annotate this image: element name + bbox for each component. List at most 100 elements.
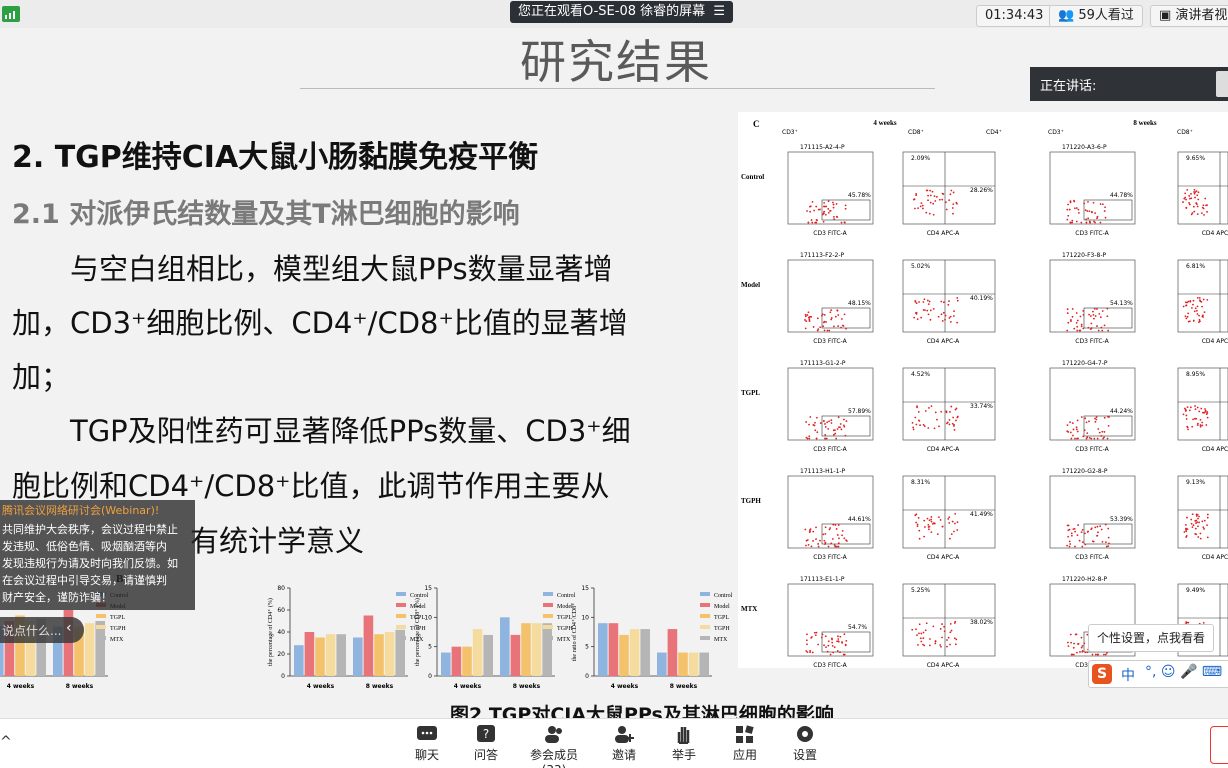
- event-dot: [951, 207, 954, 209]
- event-dot: [1077, 212, 1080, 214]
- event-dot: [923, 425, 926, 427]
- event-dot: [1098, 312, 1101, 315]
- event-dot: [1106, 307, 1109, 310]
- q1-percent: 9.13%: [1186, 479, 1205, 486]
- event-dot: [828, 329, 831, 332]
- event-dot: [940, 645, 942, 648]
- event-dot: [924, 526, 926, 528]
- event-dot: [941, 198, 944, 201]
- event-dot: [1185, 304, 1188, 307]
- bar: [363, 615, 374, 676]
- gate: [821, 523, 871, 545]
- leave-button[interactable]: [1210, 726, 1228, 764]
- top-label: CD8⁺: [1177, 129, 1193, 136]
- x-tick-label: 4 weeks: [611, 683, 639, 690]
- toolbar-apps[interactable]: 应用: [710, 724, 780, 763]
- sample-id: 171113-G1-2-P: [800, 360, 846, 367]
- event-dot: [1102, 437, 1105, 440]
- viewer-count[interactable]: 👥 59人看过: [1049, 5, 1143, 27]
- event-dot: [1100, 435, 1103, 437]
- event-dot: [1195, 515, 1198, 517]
- event-dot: [1072, 428, 1075, 431]
- event-dot: [926, 299, 929, 302]
- event-dot: [948, 423, 951, 426]
- event-dot: [922, 309, 925, 311]
- x-tick-label: 8 weeks: [513, 683, 541, 690]
- toolbar-members[interactable]: 参会成员(33): [519, 724, 589, 768]
- x-label: CD4 APC-A: [1202, 446, 1228, 453]
- event-dot: [1100, 326, 1103, 329]
- event-dot: [815, 416, 818, 419]
- event-dot: [936, 533, 939, 536]
- event-dot: [932, 522, 935, 524]
- toolbar-chat[interactable]: 聊天: [392, 724, 462, 763]
- event-dot: [1184, 523, 1187, 526]
- event-dot: [1189, 406, 1192, 409]
- event-dot: [1192, 205, 1195, 208]
- legend-label: Control: [410, 593, 429, 599]
- ime-tip[interactable]: 个性设置，点我看看: [1088, 624, 1214, 652]
- event-dot: [1204, 197, 1207, 200]
- ime-logo[interactable]: S: [1092, 664, 1112, 684]
- event-dot: [916, 318, 919, 320]
- x-tick-label: 4 weeks: [454, 683, 482, 690]
- event-dot: [825, 646, 827, 649]
- toolbar-settings[interactable]: 设置: [770, 724, 840, 763]
- event-dot: [832, 523, 835, 526]
- event-dot: [914, 514, 917, 517]
- toolbar-invite[interactable]: 邀请: [589, 724, 659, 763]
- event-dot: [1101, 203, 1104, 206]
- paragraph-line: 胞比例和CD4⁺/CD8⁺比值，此调节作用主要从: [12, 469, 610, 503]
- event-dot: [1066, 544, 1068, 547]
- event-dot: [942, 311, 945, 314]
- title-rule: [300, 88, 935, 89]
- bar: [688, 652, 699, 676]
- bar: [657, 652, 667, 676]
- event-dot: [953, 530, 955, 533]
- toolbar-raise-hand[interactable]: 举手: [649, 724, 719, 763]
- event-dot: [824, 213, 827, 216]
- chat-input[interactable]: 说点什么... ‹: [0, 617, 84, 643]
- event-dot: [1108, 416, 1110, 418]
- event-dot: [843, 313, 846, 316]
- collapse-arrow[interactable]: ‹: [66, 620, 72, 636]
- viewing-banner[interactable]: 您正在观看O-SE-08 徐睿的屏幕 ☰: [510, 1, 734, 23]
- legend-swatch: [96, 636, 106, 640]
- event-dot: [1103, 653, 1105, 656]
- event-dot: [1083, 642, 1086, 645]
- event-dot: [955, 638, 958, 641]
- event-dot: [827, 200, 830, 203]
- event-dot: [1076, 430, 1079, 433]
- label: 问答: [473, 748, 498, 762]
- event-dot: [1184, 410, 1187, 412]
- gate-percent: 53.39%: [1110, 516, 1133, 523]
- event-dot: [843, 424, 845, 427]
- event-dot: [1080, 416, 1083, 418]
- toolbar-qa[interactable]: ? 问答: [451, 724, 521, 763]
- event-dot: [953, 310, 955, 313]
- event-dot: [927, 313, 930, 316]
- event-dot: [1202, 298, 1205, 301]
- event-dot: [812, 540, 814, 542]
- event-dot: [1194, 417, 1197, 420]
- q1-percent: 4.52%: [911, 371, 930, 378]
- heading: 2. TGP维持CIA大鼠小肠黏膜免疫平衡: [12, 140, 539, 175]
- event-dot: [806, 633, 808, 636]
- event-dot: [823, 201, 826, 204]
- event-dot: [1203, 213, 1205, 216]
- scatter-frame: [1049, 259, 1136, 333]
- event-dot: [1206, 298, 1209, 301]
- event-dot: [817, 328, 820, 331]
- expand-arrow[interactable]: ^: [0, 734, 12, 750]
- event-dot: [824, 541, 827, 544]
- ime-mode[interactable]: 中: [1121, 668, 1135, 684]
- speaker-avatar: [1216, 71, 1228, 97]
- figure-bg: [738, 112, 1228, 668]
- label: 邀请: [611, 748, 636, 762]
- event-dot: [1076, 419, 1079, 422]
- presenter-view[interactable]: ▣ 演讲者视图: [1150, 5, 1228, 27]
- ime-icons[interactable]: °, ☺ 🎤 ⌨: [1145, 664, 1223, 680]
- event-dot: [1070, 641, 1072, 644]
- event-dot: [809, 416, 812, 418]
- event-dot: [1075, 321, 1078, 324]
